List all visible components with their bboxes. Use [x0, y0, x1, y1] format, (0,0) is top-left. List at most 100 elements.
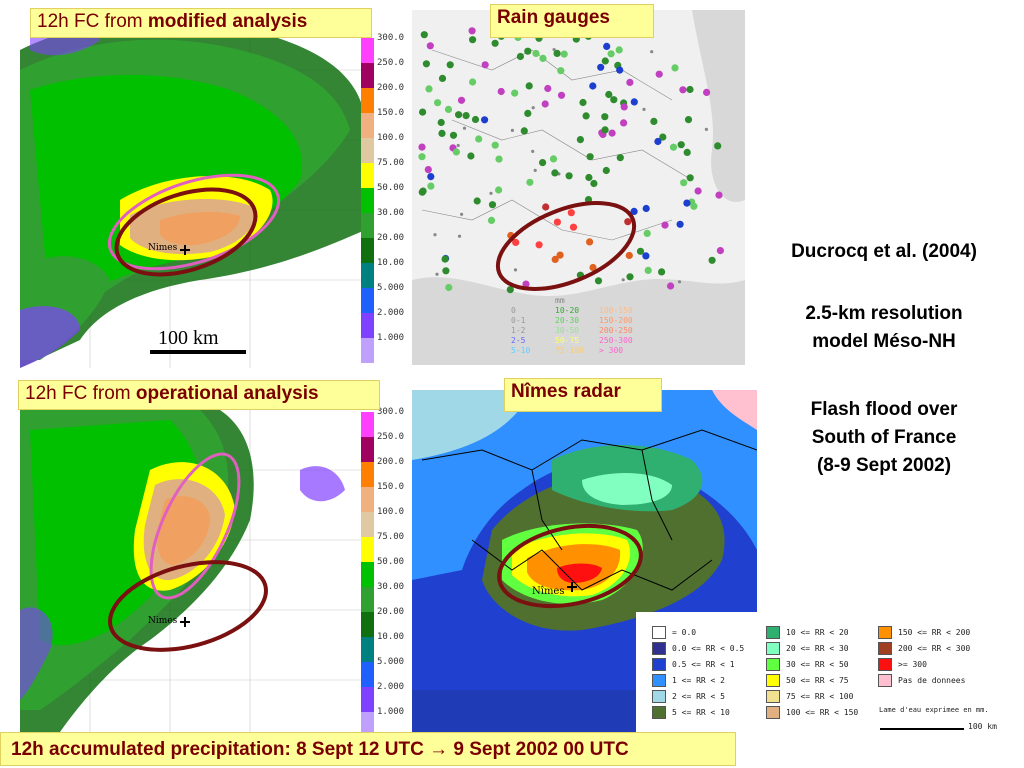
rain-gauge-dot: [636, 247, 645, 255]
rain-gauge-dot: [576, 136, 584, 144]
rain-gauge-dot: [524, 109, 532, 117]
radar-legend-entry: 1 <= RR < 2: [652, 674, 725, 690]
colorbar-swatch: [361, 537, 374, 562]
rain-gauge-dot: [671, 64, 679, 72]
colorbar-tick-label: 1.000: [377, 333, 405, 343]
rain-gauge-dot: [694, 187, 702, 195]
rain-gauge-dot: [437, 118, 445, 127]
colorbar-swatch: [361, 462, 374, 487]
rain-gauge-dot: [625, 251, 633, 260]
rain-gauge-dot: [703, 88, 711, 96]
radar-legend-swatch: [652, 706, 666, 719]
rain-gauge-dot: [426, 42, 434, 50]
colorbar-tick-label: 20.00: [377, 233, 405, 243]
rain-gauge-dot: [669, 143, 678, 151]
colorbar-tick-label: 150.0: [377, 482, 405, 492]
radar-legend-swatch: [878, 642, 892, 655]
rain-gauge-dot: [608, 129, 616, 137]
radar-scale-bar: [880, 728, 964, 730]
colorbar-swatch: [361, 288, 374, 313]
rain-gauge-dot: [683, 199, 691, 207]
rain-gauge-dot: [602, 166, 610, 175]
label-operational-bold: operational analysis: [135, 383, 319, 404]
radar-legend-text: 75 <= RR < 100: [786, 692, 854, 701]
radar-scale-label: 100 km: [968, 722, 997, 731]
colorbar-tick-label: 75.00: [377, 158, 405, 168]
rain-gauge-dot: [551, 169, 559, 177]
rain-gauge-dot: [424, 166, 432, 174]
rain-gauge-dot: [446, 61, 454, 69]
rain-gauge-dot: [616, 66, 624, 74]
flood-line-3: (8-9 Sept 2002): [816, 455, 952, 476]
radar-legend-swatch: [652, 658, 666, 671]
rain-gauge-dot: [680, 179, 688, 187]
model-map-modified-field: [20, 10, 365, 368]
rain-gauge-dot: [462, 126, 467, 130]
radar-legend-note: Lame d'eau exprimee en mm.: [879, 706, 989, 714]
rain-gauge-dot: [467, 152, 475, 160]
rain-gauge-dot: [525, 82, 533, 90]
rain-gauge-dot: [419, 187, 427, 195]
rain-gauge-dot: [457, 96, 466, 104]
radar-legend-entry: 10 <= RR < 20: [766, 626, 849, 642]
radar-legend-swatch: [652, 642, 666, 655]
rain-gauge-dot: [551, 255, 559, 263]
flood-line-2: South of France: [811, 427, 957, 448]
colorbar-swatch: [361, 487, 374, 512]
rain-gauge-dot: [677, 280, 682, 284]
rain-gauge-dot: [487, 216, 496, 224]
radar-legend-text: 100 <= RR < 150: [786, 708, 859, 717]
rain-gauge-dot: [610, 96, 618, 104]
rain-gauge-dot: [471, 115, 480, 124]
rain-gauge-dot: [679, 86, 687, 94]
rain-gauge-dot: [586, 238, 594, 246]
radar-legend-swatch: [766, 658, 780, 671]
rain-gauge-dot: [495, 186, 503, 194]
rain-gauge-dot: [686, 174, 694, 182]
colorbar-swatch: [361, 63, 374, 88]
label-modified-bold: modified analysis: [147, 11, 308, 32]
rain-gauge-dot: [531, 149, 535, 153]
rain-gauge-dot: [460, 212, 464, 216]
rain-gauge-dot: [642, 204, 650, 213]
rain-gauge-dot: [603, 42, 611, 51]
colorbar-swatch: [361, 662, 374, 687]
rain-gauge-dot: [557, 67, 565, 75]
rain-gauge-dot: [495, 155, 503, 163]
rain-gauge-dot: [686, 85, 694, 94]
colorbar-tick-label: 300.0: [377, 33, 405, 43]
gauge-legend-entry: 75-100: [555, 346, 584, 355]
colorbar-swatch: [361, 163, 374, 188]
rain-gauge-dot: [655, 70, 663, 78]
radar-legend-entry: = 0.0: [652, 626, 696, 642]
rain-gauge-dot: [560, 50, 568, 58]
rain-gauge-dot: [642, 252, 650, 260]
rain-gauge-dot: [594, 277, 603, 285]
rain-gauge-dot: [539, 54, 547, 63]
rain-gauge-dot: [569, 223, 578, 231]
rain-gauge-dot: [630, 98, 638, 106]
rain-gauge-dot: [658, 268, 666, 276]
rain-gauge-dot: [650, 50, 654, 54]
rain-gauge-dot: [615, 46, 623, 54]
rain-gauge-dot: [683, 148, 691, 156]
rain-gauge-dot: [488, 201, 497, 209]
rain-gauge-dot: [438, 129, 446, 137]
citation: Ducrocq et al. (2004): [791, 241, 977, 262]
radar-legend-entry: 50 <= RR < 75: [766, 674, 849, 690]
radar-legend-text: 50 <= RR < 75: [786, 676, 849, 685]
colorbar-tick-label: 50.00: [377, 183, 405, 193]
rain-gauge-dot: [644, 266, 652, 274]
radar-legend-entry: 150 <= RR < 200: [878, 626, 970, 642]
rain-gauge-dot: [445, 283, 453, 292]
radar-legend-swatch: [652, 626, 666, 639]
rain-gauge-dot: [449, 131, 458, 139]
rain-gauge-dot: [601, 113, 609, 121]
gauge-legend: mm 0 0-1 1-2 2-5 5-10 10-20 20-30 30-50 50-75 75-…: [507, 296, 637, 358]
radar-legend-text: 30 <= RR < 50: [786, 660, 849, 669]
radar-legend-entry: 2 <= RR < 5: [652, 690, 725, 706]
rain-gauge-dot: [715, 191, 723, 199]
rain-gauge-dot: [427, 173, 435, 181]
rain-gauge-dot: [531, 106, 535, 110]
radar-legend-entry: 5 <= RR < 10: [652, 706, 730, 722]
